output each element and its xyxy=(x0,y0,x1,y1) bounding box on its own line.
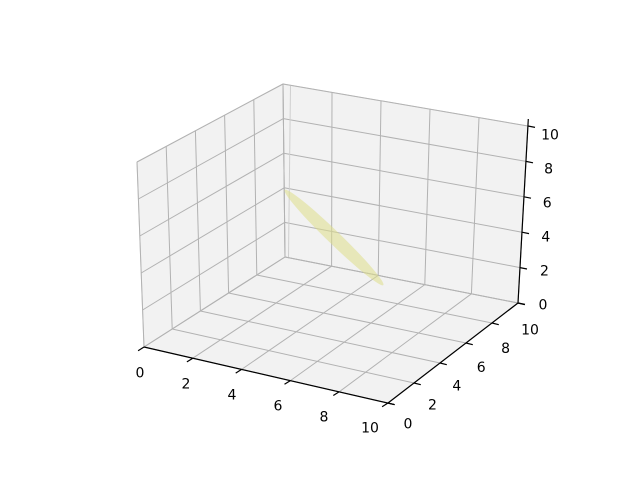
x-tick-label-6: 6 xyxy=(274,398,283,414)
grid-line xyxy=(224,115,230,294)
grid-line xyxy=(282,83,529,127)
x-tick-label-2: 2 xyxy=(182,376,191,392)
x-tick-label-4: 4 xyxy=(228,387,237,403)
z-tick-label-2: 2 xyxy=(540,263,549,279)
z-tick-label-10: 10 xyxy=(541,127,559,143)
grid-line xyxy=(283,152,525,198)
grid-line xyxy=(138,118,284,200)
z-tick-mark xyxy=(521,231,530,235)
tick-marks xyxy=(137,125,536,408)
grid-line xyxy=(290,284,426,382)
grid-line xyxy=(256,274,493,324)
y-tick-mark xyxy=(491,322,499,326)
grid-line xyxy=(377,100,382,276)
grid-line xyxy=(284,256,519,304)
z-tick-label-4: 4 xyxy=(541,229,550,245)
y-tick-label-6: 6 xyxy=(477,360,486,376)
grid-line xyxy=(200,310,441,364)
x-tick-mark xyxy=(137,346,145,352)
grid-line xyxy=(470,117,480,294)
grid-line xyxy=(253,99,258,276)
grid-line xyxy=(241,274,379,370)
x-axis-spine xyxy=(143,346,395,406)
grid-line xyxy=(165,146,173,330)
grid-line xyxy=(140,187,285,274)
x-tick-mark xyxy=(332,391,340,397)
z-tick-mark xyxy=(523,196,532,199)
z-axis-spine xyxy=(517,118,529,304)
y-tick-label-0: 0 xyxy=(404,416,413,432)
grid-line xyxy=(172,328,415,384)
y-tick-label-8: 8 xyxy=(501,341,510,357)
grid-line xyxy=(424,109,431,285)
y-tick-label-10: 10 xyxy=(521,322,539,338)
grid-line xyxy=(136,83,284,163)
z-tick-mark xyxy=(517,302,526,305)
grid-line xyxy=(139,152,285,237)
y-axis-spine xyxy=(387,302,519,404)
back-corner-edge-line xyxy=(288,85,291,258)
grid-line xyxy=(284,187,523,233)
grid-line xyxy=(282,83,286,258)
z-tick-mark xyxy=(519,267,528,270)
grid-line xyxy=(192,265,332,359)
grid-line xyxy=(136,161,145,348)
grid-line xyxy=(228,292,467,344)
x-tick-label-8: 8 xyxy=(320,409,329,425)
z-tick-mark xyxy=(525,160,534,164)
z-tick-label-6: 6 xyxy=(543,195,552,211)
z-tick-label-0: 0 xyxy=(539,297,548,313)
axis-spines xyxy=(143,118,529,406)
ellipsoid-streak-surface xyxy=(284,189,384,286)
y-tick-mark xyxy=(465,342,473,346)
grid-line xyxy=(338,293,472,393)
grid-line xyxy=(194,130,201,312)
z-tick-label-8: 8 xyxy=(544,161,553,177)
axes3d-panes xyxy=(136,83,529,404)
x-tick-label-10: 10 xyxy=(361,420,379,436)
grid-line xyxy=(143,256,286,348)
grid-line xyxy=(283,118,527,162)
y-tick-mark xyxy=(387,402,395,406)
x-tick-mark xyxy=(235,368,242,374)
y-tick-label-2: 2 xyxy=(428,398,437,414)
z-tick-mark xyxy=(527,125,536,128)
grid-line xyxy=(142,221,285,311)
x-tick-mark xyxy=(381,402,389,408)
y-tick-mark xyxy=(439,362,447,366)
x-tick-label-0: 0 xyxy=(136,365,145,381)
x-tick-mark xyxy=(186,357,194,363)
x-tick-mark xyxy=(284,380,291,385)
y-tick-mark xyxy=(413,382,421,386)
y-tick-label-4: 4 xyxy=(452,379,461,395)
